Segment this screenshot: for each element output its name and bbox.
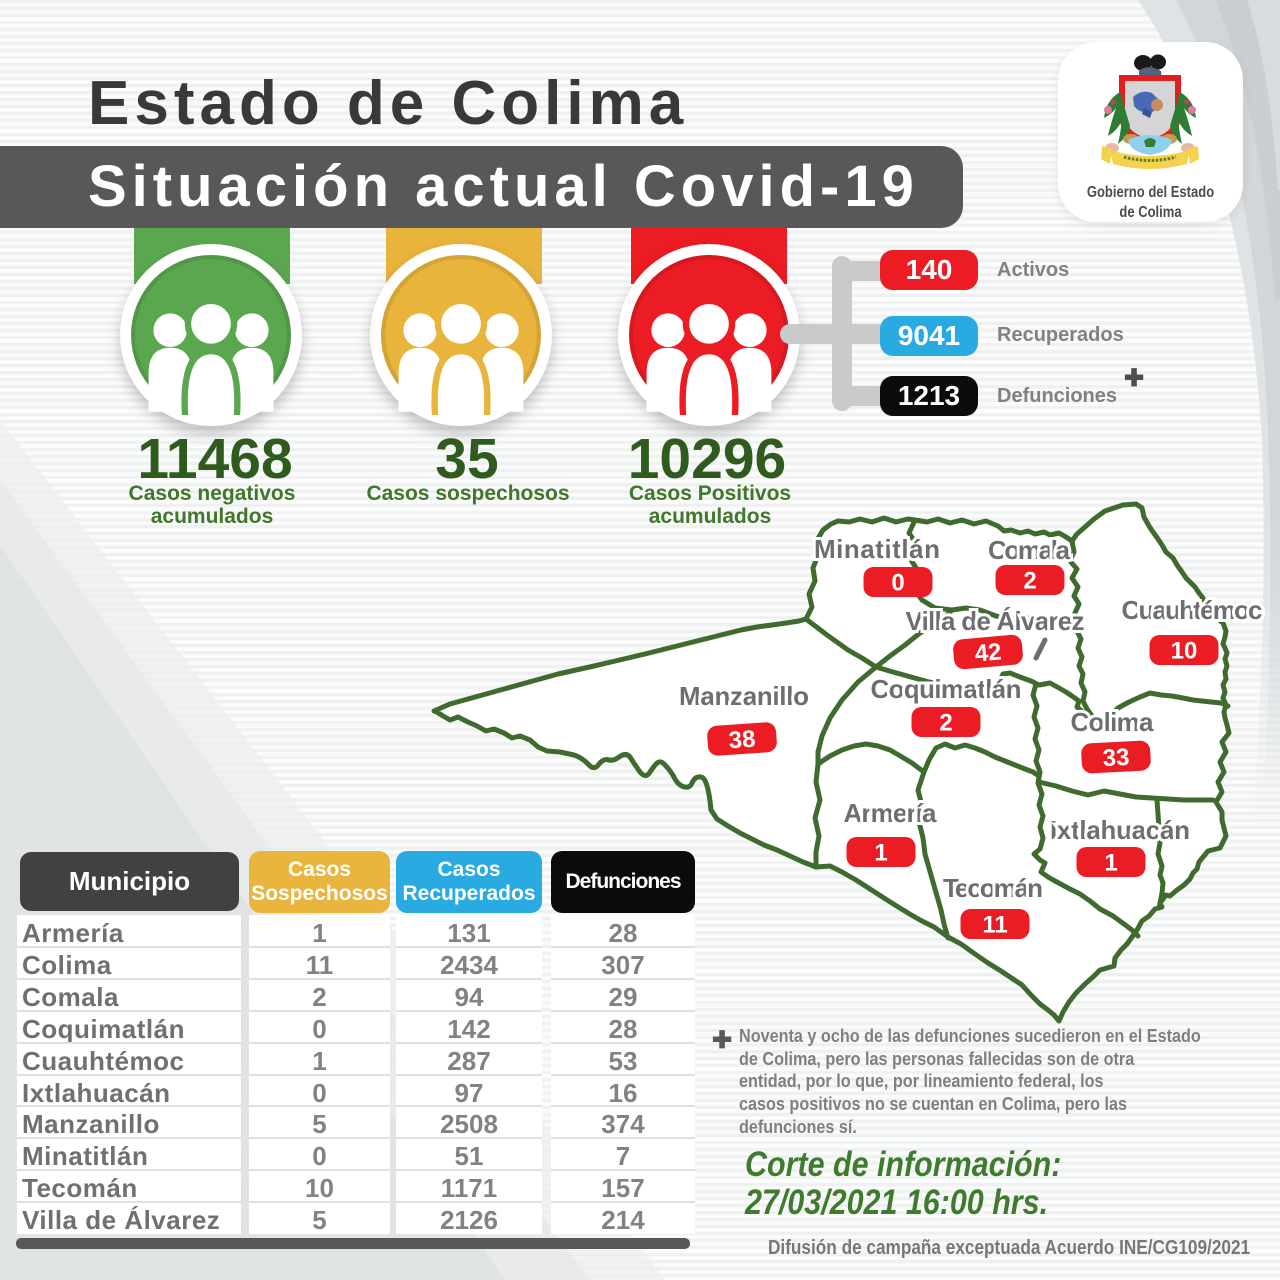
svg-text:Villa de Álvarez: Villa de Álvarez — [906, 606, 1085, 636]
svg-text:Coquimatlán: Coquimatlán — [871, 674, 1022, 704]
svg-text:1: 1 — [874, 840, 887, 867]
svg-text:2: 2 — [939, 710, 952, 737]
svg-text:0: 0 — [891, 570, 904, 597]
svg-text:33: 33 — [1102, 744, 1130, 772]
svg-text:Comala: Comala — [988, 535, 1071, 565]
svg-text:Cuauhtémoc: Cuauhtémoc — [1122, 595, 1263, 625]
svg-text:Colima: Colima — [1071, 707, 1155, 737]
svg-text:11: 11 — [982, 912, 1007, 939]
svg-text:38: 38 — [728, 726, 757, 755]
svg-text:10: 10 — [1171, 638, 1198, 665]
svg-text:Tecomán: Tecomán — [943, 873, 1043, 903]
svg-text:Ixtlahuacán: Ixtlahuacán — [1050, 815, 1190, 845]
svg-text:2: 2 — [1023, 568, 1036, 595]
svg-text:Minatitlán: Minatitlán — [814, 534, 940, 564]
svg-text:1: 1 — [1104, 850, 1117, 877]
svg-text:Armería: Armería — [844, 798, 938, 828]
svg-text:42: 42 — [974, 638, 1003, 667]
svg-text:Manzanillo: Manzanillo — [679, 681, 809, 711]
